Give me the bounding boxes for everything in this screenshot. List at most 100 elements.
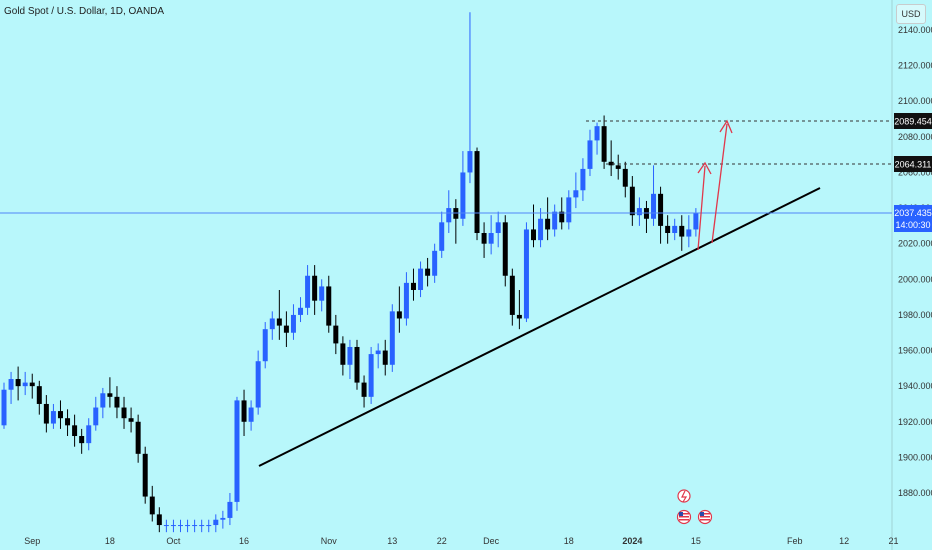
candle [580, 158, 586, 201]
candle [453, 199, 459, 244]
upper-target-price-box: 2089.454 [894, 113, 932, 129]
arrow-to-upper-target[interactable] [711, 119, 733, 244]
candle [594, 122, 600, 155]
candle [368, 346, 374, 404]
trendline[interactable] [258, 187, 821, 467]
candle [460, 151, 466, 226]
candle [552, 204, 558, 237]
candle [481, 222, 487, 258]
symbol-title: Gold Spot / U.S. Dollar, 1D, OANDA [4, 6, 165, 17]
price-axis[interactable]: 1880.000 1900.000 1920.000 1940.000 1960.000… [898, 25, 932, 498]
time-axis[interactable]: Sep 18 Oct 16 Nov 13 22 Dec 18 2024 15 Feb 12 21 [24, 536, 898, 546]
candle [248, 400, 254, 431]
candle [43, 395, 49, 433]
candle [206, 519, 212, 533]
x-tick-label: Nov [321, 536, 338, 546]
candle [622, 161, 628, 198]
candle [389, 304, 395, 372]
candle [57, 400, 63, 429]
candle [15, 366, 21, 401]
svg-text:14:00:30: 14:00:30 [895, 220, 930, 230]
candle [305, 265, 311, 315]
candle [326, 275, 332, 333]
candle [474, 147, 480, 241]
candle [658, 186, 664, 244]
candle [446, 190, 452, 234]
candle [199, 519, 205, 533]
candle [79, 428, 85, 454]
candle [375, 343, 381, 369]
candle [608, 140, 614, 177]
x-tick-label: 12 [839, 536, 849, 546]
candle [545, 197, 551, 241]
candle [114, 386, 120, 419]
y-tick-label: 2080.000 [898, 132, 932, 142]
y-tick-label: 2100.000 [898, 96, 932, 106]
candle [587, 129, 593, 177]
candle [538, 208, 544, 248]
candle [121, 396, 127, 429]
candle [566, 190, 572, 230]
candle [531, 204, 536, 248]
currency-button[interactable]: USD [896, 4, 926, 24]
candle [523, 222, 529, 323]
candle [418, 261, 424, 298]
candle [93, 396, 99, 431]
candle [262, 322, 268, 369]
candle [107, 377, 113, 408]
candle [185, 519, 191, 533]
candle [220, 510, 226, 529]
svg-text:2064.311: 2064.311 [895, 160, 932, 170]
x-tick-label: 2024 [622, 536, 642, 546]
y-tick-label: 2140.000 [898, 25, 932, 35]
candle [601, 115, 607, 169]
candle [665, 215, 671, 244]
last-price-box: 2037.435 14:00:30 [894, 205, 932, 232]
candle [467, 12, 473, 184]
candle [410, 268, 416, 301]
candlestick-series [1, 12, 699, 533]
candle [509, 268, 515, 326]
x-tick-label: 18 [105, 536, 115, 546]
candle [488, 215, 494, 255]
y-tick-label: 2020.000 [898, 239, 932, 249]
lower-target-price-box: 2064.311 [894, 156, 932, 172]
us-flag-icon[interactable] [676, 509, 692, 525]
candle [396, 286, 402, 333]
y-tick-label: 2000.000 [898, 274, 932, 284]
candle [128, 407, 134, 433]
candle [213, 514, 219, 533]
candle [276, 289, 282, 340]
candle [312, 265, 318, 315]
candle [241, 389, 247, 437]
x-tick-label: 21 [889, 536, 899, 546]
y-tick-label: 2060.000 [898, 167, 932, 177]
candle [163, 519, 169, 533]
candle [495, 211, 501, 248]
candle [170, 519, 176, 533]
y-tick-label: 1980.000 [898, 310, 932, 320]
candle [227, 493, 233, 526]
y-tick-label: 1880.000 [898, 488, 932, 498]
candle [283, 311, 289, 347]
candle [72, 414, 78, 447]
candle [290, 304, 296, 340]
x-tick-label: Dec [483, 536, 500, 546]
candle [142, 446, 148, 504]
y-tick-label: 1940.000 [898, 381, 932, 391]
candle [156, 507, 162, 533]
us-flag-icon[interactable] [697, 509, 713, 525]
candle [234, 396, 240, 511]
candle [686, 215, 692, 248]
y-tick-label: 1960.000 [898, 346, 932, 356]
candle [36, 380, 42, 415]
candle [693, 208, 699, 237]
candle [629, 176, 635, 226]
arrow-to-lower-target[interactable] [697, 161, 712, 251]
lightning-icon[interactable] [677, 489, 691, 503]
candle [255, 350, 261, 415]
x-tick-label: 22 [437, 536, 447, 546]
candle [29, 373, 35, 399]
